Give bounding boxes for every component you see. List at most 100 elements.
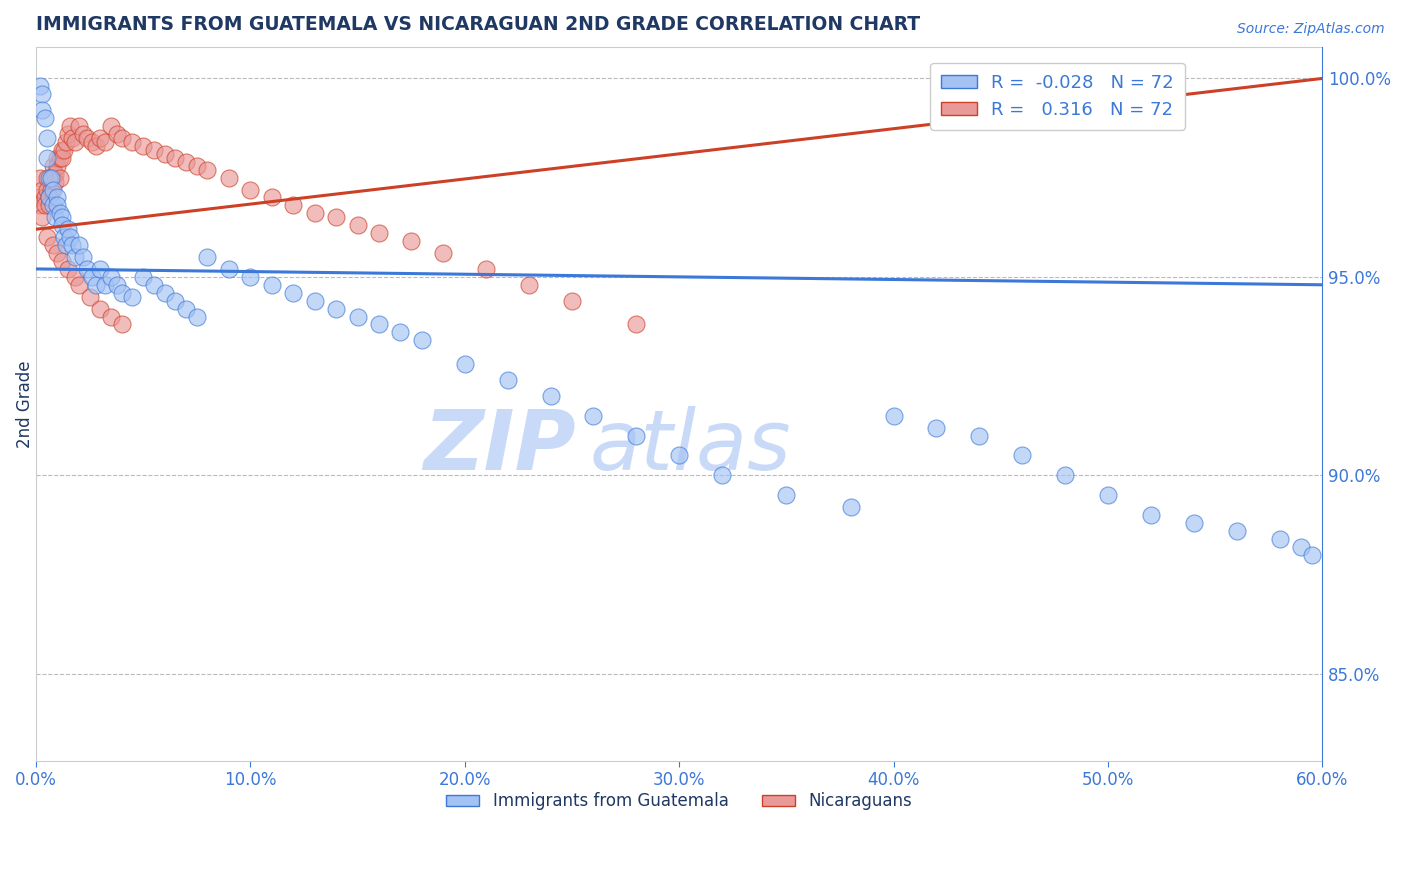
Text: ZIP: ZIP <box>423 406 576 487</box>
Point <box>454 357 477 371</box>
Point <box>42 159 65 173</box>
Point <box>56 261 79 276</box>
Point <box>93 135 115 149</box>
Point <box>368 226 391 240</box>
Point <box>93 277 115 292</box>
Point <box>325 211 347 225</box>
Point <box>44 175 66 189</box>
Point <box>35 182 58 196</box>
Point <box>52 143 75 157</box>
Point <box>67 277 90 292</box>
Point <box>132 139 155 153</box>
Point <box>80 269 103 284</box>
Point <box>239 269 262 284</box>
Point <box>39 170 62 185</box>
Point <box>51 219 73 233</box>
Point <box>46 190 69 204</box>
Point <box>48 151 70 165</box>
Point <box>260 277 283 292</box>
Point <box>51 211 73 225</box>
Point <box>42 198 65 212</box>
Point <box>1011 449 1033 463</box>
Point <box>89 301 111 316</box>
Point <box>46 246 69 260</box>
Point <box>35 151 58 165</box>
Point <box>142 143 165 157</box>
Point <box>56 222 79 236</box>
Point <box>44 167 66 181</box>
Point <box>218 170 240 185</box>
Point <box>31 103 53 118</box>
Point <box>38 170 60 185</box>
Point <box>76 131 98 145</box>
Point <box>46 198 69 212</box>
Point <box>35 170 58 185</box>
Point <box>35 131 58 145</box>
Point <box>51 143 73 157</box>
Point <box>1268 532 1291 546</box>
Point <box>1140 508 1163 522</box>
Point <box>582 409 605 423</box>
Point <box>55 238 77 252</box>
Point <box>44 211 66 225</box>
Point <box>60 131 83 145</box>
Point <box>42 238 65 252</box>
Point <box>84 139 107 153</box>
Point <box>63 269 86 284</box>
Point <box>186 310 208 324</box>
Point <box>89 131 111 145</box>
Point <box>165 151 187 165</box>
Point <box>197 162 219 177</box>
Point <box>46 159 69 173</box>
Point <box>1054 468 1077 483</box>
Point <box>100 310 122 324</box>
Point <box>63 135 86 149</box>
Point <box>411 334 433 348</box>
Point <box>111 285 134 300</box>
Point <box>969 428 991 442</box>
Point <box>30 79 52 94</box>
Point <box>67 119 90 133</box>
Point <box>67 238 90 252</box>
Point <box>111 131 134 145</box>
Legend: Immigrants from Guatemala, Nicaraguans: Immigrants from Guatemala, Nicaraguans <box>440 786 920 817</box>
Point <box>55 135 77 149</box>
Point <box>496 373 519 387</box>
Point <box>197 250 219 264</box>
Point <box>260 190 283 204</box>
Point <box>153 285 176 300</box>
Point <box>517 277 540 292</box>
Point <box>626 318 648 332</box>
Point <box>153 146 176 161</box>
Point <box>304 293 326 308</box>
Text: IMMIGRANTS FROM GUATEMALA VS NICARAGUAN 2ND GRADE CORRELATION CHART: IMMIGRANTS FROM GUATEMALA VS NICARAGUAN … <box>37 15 920 34</box>
Point <box>1301 548 1323 562</box>
Point <box>346 219 368 233</box>
Point <box>107 127 129 141</box>
Point <box>59 230 82 244</box>
Point <box>34 190 56 204</box>
Point <box>35 230 58 244</box>
Point <box>399 234 422 248</box>
Point <box>432 246 454 260</box>
Point <box>111 318 134 332</box>
Point <box>283 198 305 212</box>
Point <box>38 198 60 212</box>
Point <box>42 170 65 185</box>
Text: Source: ZipAtlas.com: Source: ZipAtlas.com <box>1237 22 1385 37</box>
Point <box>31 211 53 225</box>
Point <box>711 468 734 483</box>
Point <box>31 87 53 102</box>
Point <box>368 318 391 332</box>
Text: atlas: atlas <box>589 406 790 487</box>
Point <box>38 190 60 204</box>
Point <box>1289 540 1312 554</box>
Point <box>839 500 862 514</box>
Point <box>76 261 98 276</box>
Point <box>475 261 498 276</box>
Point <box>84 277 107 292</box>
Point <box>72 127 94 141</box>
Point <box>30 198 52 212</box>
Point <box>325 301 347 316</box>
Point <box>107 277 129 292</box>
